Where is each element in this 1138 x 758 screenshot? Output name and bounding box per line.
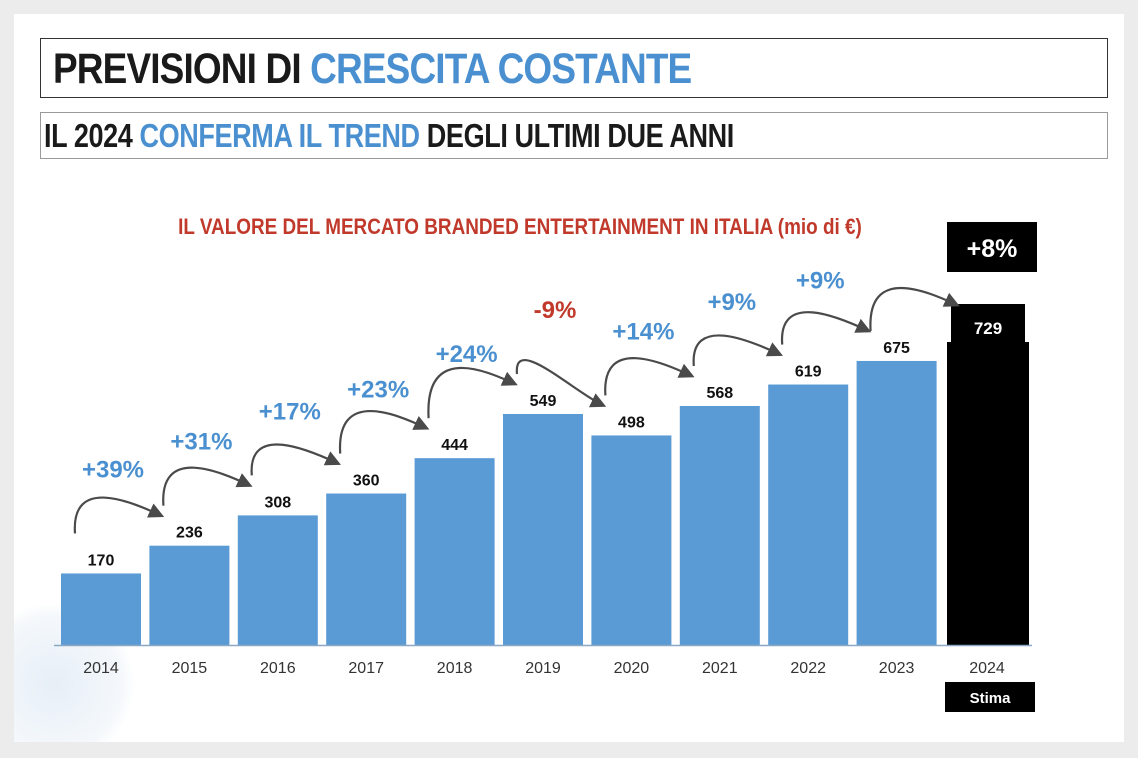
bar-chart: IL VALORE DEL MERCATO BRANDED ENTERTAINM… [54,215,1037,712]
title-part-1: PREVISIONI DI [53,45,311,93]
chart-title: IL VALORE DEL MERCATO BRANDED ENTERTAINM… [178,215,862,240]
growth-arrow-2020 [515,359,607,408]
bar-2021 [679,405,760,645]
bar-2017 [326,493,407,645]
bar-2016 [237,515,318,645]
forecast-badge-label: Stima [970,690,1012,707]
title-part-2: CRESCITA COSTANTE [310,45,692,93]
growth-label-2021: +14% [612,318,674,345]
title-box: PREVISIONI DI CRESCITA COSTANTE [40,38,1108,98]
subtitle-part-3: DEGLI ULTIMI DUE ANNI [419,117,735,154]
x-tick-label-2020: 2020 [614,660,650,677]
bar-2015 [149,545,230,645]
x-tick-label-2023: 2023 [879,660,915,677]
growth-label-2020: -9% [534,297,577,324]
x-tick-label-2018: 2018 [437,660,473,677]
growth-arrow-2024 [869,287,960,332]
value-label-2020: 498 [618,414,645,431]
growth-arrow-2018 [339,410,430,454]
value-label-2023: 675 [883,340,910,357]
growth-box-2024 [947,222,1037,272]
x-tick-label-2015: 2015 [172,660,208,677]
x-tick-label-2014: 2014 [83,660,119,677]
growth-label-2024: +8% [967,235,1018,263]
growth-label-2023: +9% [796,268,845,295]
page-subtitle: IL 2024 CONFERMA IL TREND DEGLI ULTIMI D… [44,117,734,155]
value-label-2014: 170 [88,552,115,569]
bar-2023 [856,360,937,645]
subtitle-part-1: IL 2024 [44,117,140,154]
value-label-2021: 568 [706,385,733,402]
growth-arrow-2022 [692,334,783,367]
growth-arrow-2019 [427,366,518,419]
growth-label-2019: +24% [436,341,498,368]
forecast-badge [945,682,1035,712]
growth-arrow-2016 [162,466,253,506]
bar-2019 [503,413,583,645]
x-tick-label-2017: 2017 [348,660,384,677]
page-title: PREVISIONI DI CRESCITA COSTANTE [53,45,692,93]
growth-arrow-2021 [604,357,695,396]
value-label-2018: 444 [441,437,468,454]
growth-label-2016: +31% [170,429,232,456]
value-label-2024: 729 [974,319,1002,338]
x-tick-label-2019: 2019 [525,660,561,677]
bar-2020 [591,435,672,645]
bar-2022 [768,384,849,645]
value-label-2022: 619 [795,364,822,381]
value-label-2017: 360 [353,473,380,490]
growth-label-2015: +39% [82,456,144,483]
value-label-2015: 236 [176,525,203,542]
value-label-2016: 308 [264,494,291,511]
bar-2014 [61,573,141,645]
x-tick-label-2022: 2022 [790,660,826,677]
x-tick-label-2021: 2021 [702,660,738,677]
growth-arrow-2023 [781,311,872,345]
growth-label-2022: +9% [707,289,756,316]
growth-arrow-2017 [250,443,341,476]
growth-label-2018: +23% [347,377,409,404]
growth-arrow-2015 [73,496,165,534]
bar-2024 [947,304,1029,645]
subtitle-part-2: CONFERMA IL TREND [139,117,421,154]
subtitle-box: IL 2024 CONFERMA IL TREND DEGLI ULTIMI D… [40,112,1108,159]
x-tick-label-2024: 2024 [969,660,1005,677]
bar-2018 [414,458,495,645]
slide: PREVISIONI DI CRESCITA COSTANTE IL 2024 … [14,14,1124,742]
growth-label-2017: +17% [259,398,321,425]
x-tick-label-2016: 2016 [260,660,296,677]
value-label-2019: 549 [530,393,557,410]
